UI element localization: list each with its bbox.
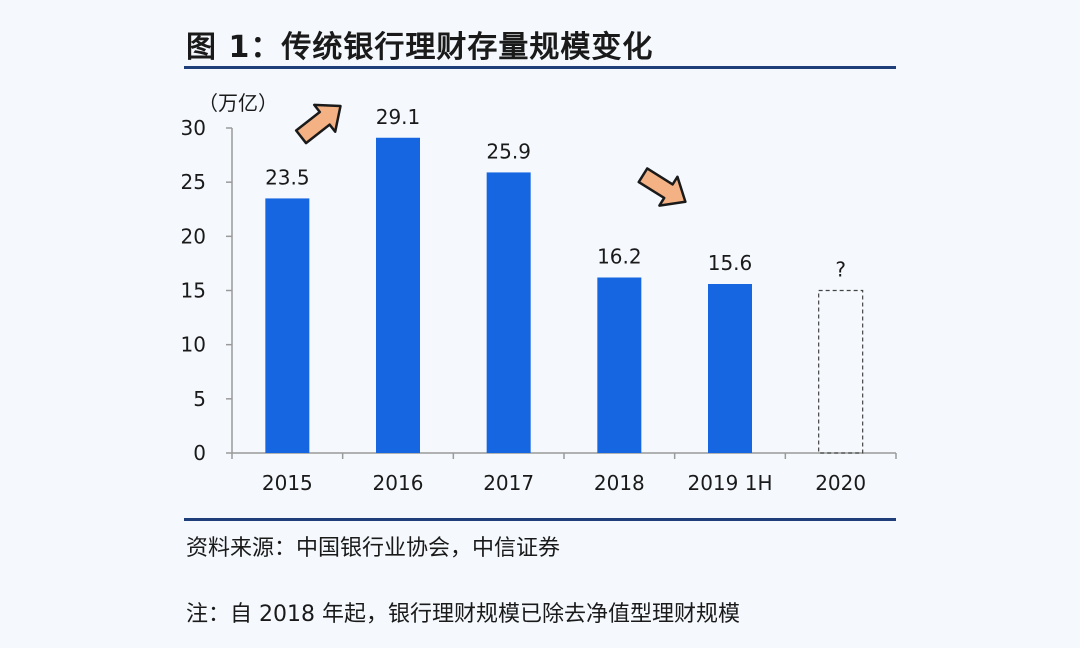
x-tick-label: 2020 [815, 471, 866, 495]
y-tick-label: 25 [181, 170, 206, 194]
y-tick-label: 10 [181, 333, 206, 357]
x-tick-label: 2016 [373, 471, 424, 495]
y-tick-label: 0 [193, 441, 206, 465]
x-tick-label: 2018 [594, 471, 645, 495]
data-label: 29.1 [376, 105, 421, 129]
figure-title: 图 1：传统银行理财存量规模变化 [186, 30, 654, 65]
y-tick-label: 30 [181, 116, 206, 140]
y-tick-label: 20 [181, 224, 206, 248]
footnote-text: 注：自 2018 年起，银行理财规模已除去净值型理财规模 [186, 602, 740, 627]
x-tick-label: 2017 [483, 471, 534, 495]
bar-chart: （万亿） 0 5 10 15 20 25 30 2015 2016 2017 2018 2019 1H… [181, 91, 897, 495]
data-label: 15.6 [708, 251, 753, 275]
y-axis-unit-label: （万亿） [198, 91, 278, 115]
bar [708, 284, 752, 453]
bar-estimated [818, 289, 864, 454]
y-tick-label: 5 [193, 387, 206, 411]
data-label: 23.5 [265, 165, 310, 189]
bar [376, 137, 420, 453]
title-rule [184, 66, 896, 69]
bar [597, 277, 642, 453]
y-tick-label: 15 [181, 279, 206, 303]
source-text: 资料来源：中国银行业协会，中信证券 [186, 536, 561, 561]
source-rule [184, 518, 896, 521]
bar [486, 172, 531, 453]
x-tick-label: 2019 1H [687, 471, 772, 495]
trend-arrow-icon [637, 167, 687, 207]
data-label: 16.2 [597, 245, 642, 269]
bar [265, 198, 310, 453]
x-tick-label: 2015 [262, 471, 313, 495]
data-label: 25.9 [486, 139, 531, 163]
trend-arrow-icon [294, 103, 342, 145]
data-label: ? [835, 258, 846, 282]
